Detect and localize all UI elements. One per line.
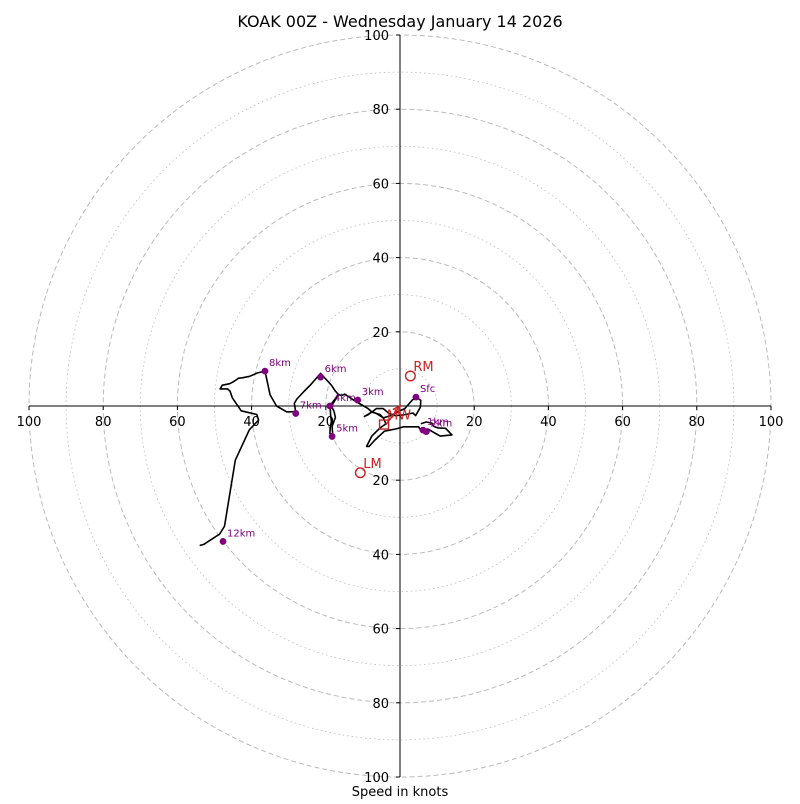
height-label-4km: 4km xyxy=(334,393,356,404)
x-tick-label: 20 xyxy=(466,415,483,430)
storm-marker-LM xyxy=(354,467,366,479)
x-tick-label: 60 xyxy=(614,415,631,430)
x-tick-label: 100 xyxy=(759,415,784,430)
y-tick-label: 20 xyxy=(372,474,389,489)
y-tick-label: 20 xyxy=(372,326,389,341)
y-tick-label: 40 xyxy=(372,252,389,267)
mean-wind-arrow-head xyxy=(392,404,402,414)
x-tick-label: 40 xyxy=(243,415,260,430)
x-tick-label: 60 xyxy=(169,415,186,430)
height-label-3km: 3km xyxy=(362,387,384,398)
x-axis-label: Speed in knots xyxy=(352,785,449,800)
height-label-12km: 12km xyxy=(227,528,255,539)
x-tick-label: 100 xyxy=(17,415,42,430)
height-marker-Sfc xyxy=(412,393,420,401)
y-tick-label: 100 xyxy=(364,771,389,786)
height-marker-4km xyxy=(326,402,334,410)
height-marker-3km xyxy=(354,396,362,404)
height-marker-8km xyxy=(261,367,269,375)
x-tick-label: 80 xyxy=(95,415,112,430)
x-tick-label: 80 xyxy=(689,415,706,430)
storm-label-RM: RM xyxy=(413,360,433,375)
height-marker-7km xyxy=(292,410,300,417)
tick-labels: 100 80 60 40 20 20 40 60 80 100100806040202040608… xyxy=(17,29,784,786)
height-marker-6km xyxy=(317,373,325,381)
y-tick-label: 60 xyxy=(372,623,389,638)
height-label-Sfc: Sfc xyxy=(420,384,435,395)
y-tick-label: 80 xyxy=(372,103,389,118)
x-tick-label: 40 xyxy=(540,415,557,430)
y-tick-label: 40 xyxy=(372,548,389,563)
y-tick-label: 60 xyxy=(372,177,389,192)
y-tick-label: 100 xyxy=(364,29,389,44)
height-marker-2km xyxy=(422,428,430,435)
storm-marker-RM xyxy=(404,370,416,382)
storm-label-MW: MW xyxy=(387,409,411,424)
hodograph-trace xyxy=(199,370,453,547)
height-marker-12km xyxy=(219,538,227,545)
hodograph-trace-group xyxy=(199,370,453,547)
height-label-1km: 1km xyxy=(427,417,449,428)
storm-motion-markers: RM LM MW xyxy=(354,360,434,479)
height-label-6km: 6km xyxy=(325,364,347,375)
storm-marker-MW xyxy=(378,419,390,430)
height-label-5km: 5km xyxy=(336,423,358,434)
height-marker-5km xyxy=(328,433,336,440)
height-label-8km: 8km xyxy=(269,358,291,369)
height-label-7km: 7km xyxy=(300,400,322,411)
y-tick-label: 80 xyxy=(372,697,389,712)
height-label-2km: 2km xyxy=(430,419,452,430)
storm-label-LM: LM xyxy=(363,457,381,472)
chart-title: KOAK 00Z - Wednesday January 14 2026 xyxy=(237,12,562,31)
mean-wind-arrow-shaft xyxy=(385,405,401,426)
